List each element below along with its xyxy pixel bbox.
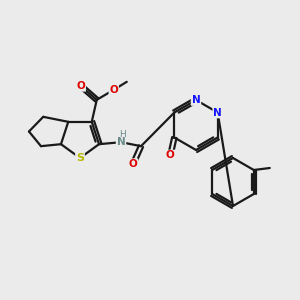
Text: O: O: [76, 81, 85, 91]
Text: S: S: [76, 153, 84, 163]
Text: O: O: [166, 151, 175, 160]
Text: O: O: [110, 85, 118, 95]
Text: N: N: [117, 137, 125, 147]
Text: N: N: [213, 107, 222, 118]
Text: N: N: [192, 95, 200, 105]
Text: O: O: [129, 159, 137, 169]
Text: H: H: [118, 130, 125, 139]
